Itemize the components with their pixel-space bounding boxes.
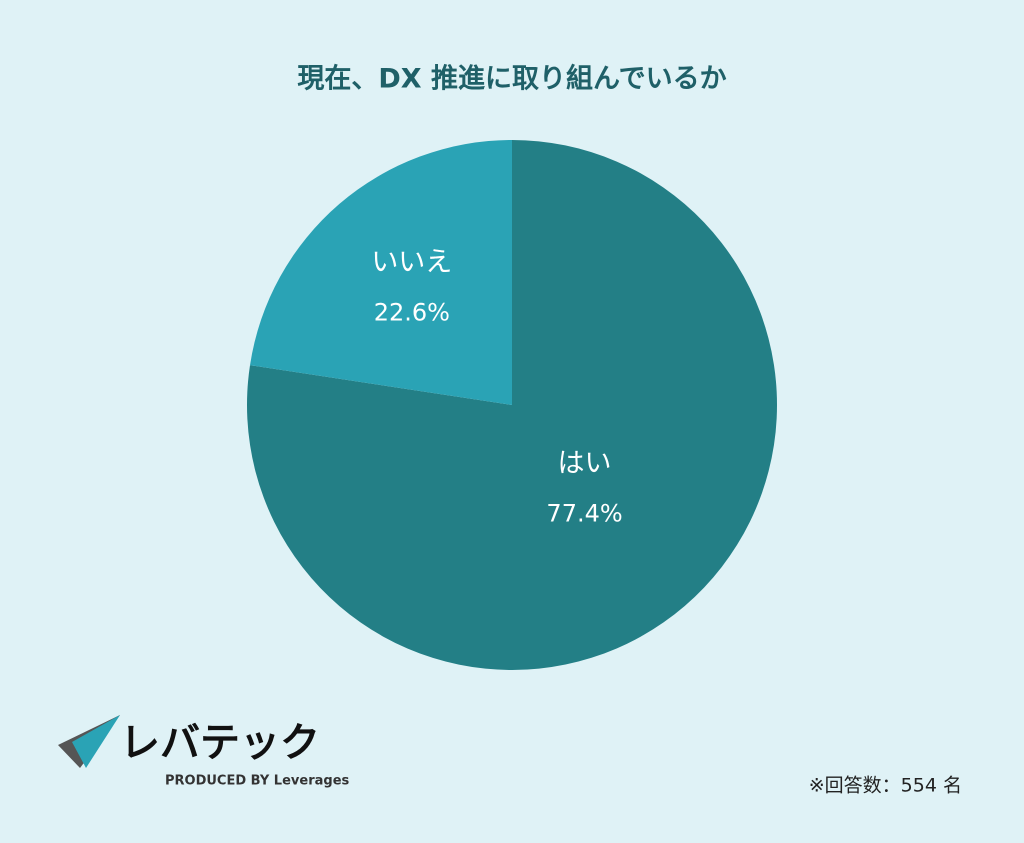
logo: レバテック PRODUCED BY Leverages: [58, 715, 350, 789]
value-label: 22.6%: [374, 298, 450, 326]
chart-title: 現在、DX 推進に取り組んでいるか: [297, 63, 726, 95]
note: ※回答数：554 名: [809, 775, 962, 797]
logo-tagline: PRODUCED BY Leverages: [165, 774, 350, 789]
value-label: 77.4%: [546, 499, 622, 527]
pie-slice: [250, 140, 512, 405]
logo-mark: [72, 715, 120, 768]
pie-slice: [247, 140, 777, 671]
slice-label: はい: [558, 448, 612, 479]
logo-name: レバテック: [120, 720, 320, 766]
slice-label: いいえ: [371, 247, 452, 278]
